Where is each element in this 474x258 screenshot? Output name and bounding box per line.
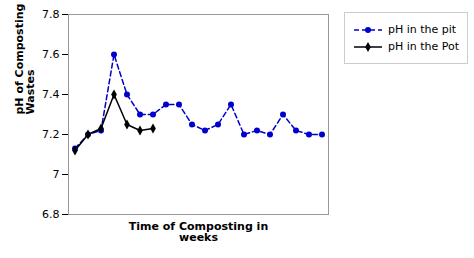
svg-text:Time of Composting inweeks: Time of Composting inweeks bbox=[129, 220, 268, 244]
svg-text:7.4: 7.4 bbox=[42, 88, 60, 101]
svg-text:6.8: 6.8 bbox=[42, 208, 60, 221]
svg-text:7.8: 7.8 bbox=[42, 8, 60, 21]
html-text:pH in the Pot: pH in the Pot bbox=[388, 40, 460, 53]
html-text:pH in the pit: pH in the pit bbox=[388, 23, 457, 36]
svg-text:7: 7 bbox=[53, 168, 60, 181]
svg-text:7.2: 7.2 bbox=[42, 128, 60, 141]
svg-text:7.6: 7.6 bbox=[42, 48, 60, 61]
svg-text:pH of CompostingWastes: pH of CompostingWastes bbox=[13, 4, 37, 115]
